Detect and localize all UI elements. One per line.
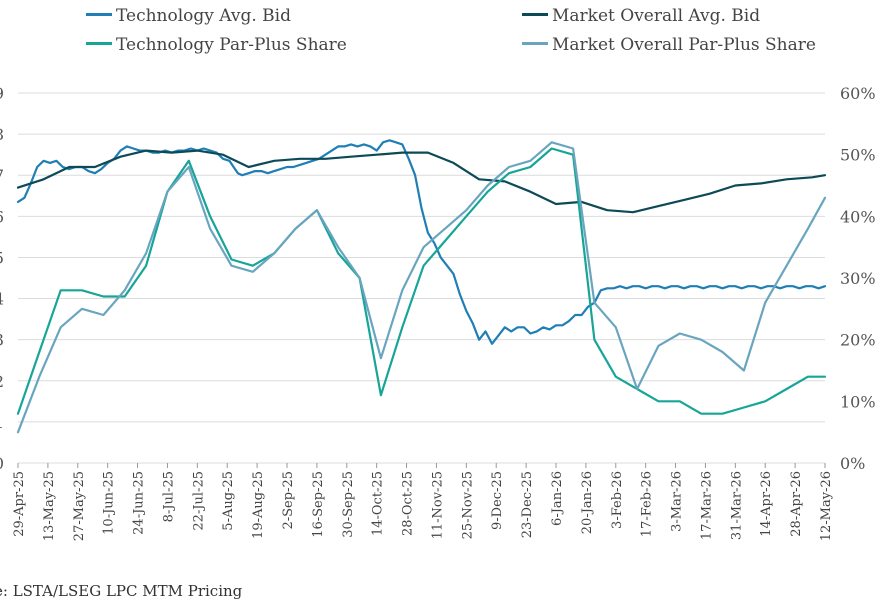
x-tick-label: 30-Sep-25 bbox=[341, 471, 356, 538]
left-tick-label: 4 bbox=[0, 290, 4, 309]
x-tick-label: 9-Dec-25 bbox=[490, 471, 505, 530]
x-tick-label: 5-Aug-25 bbox=[221, 471, 236, 531]
legend-swatch bbox=[86, 42, 112, 45]
x-tick-label: 8-Jul-25 bbox=[161, 471, 176, 522]
series-line-technology-par-plus-share bbox=[16, 147, 827, 415]
x-tick-label: 12-May-26 bbox=[819, 471, 834, 541]
left-tick-label: 2 bbox=[0, 372, 4, 391]
left-tick-label: 7 bbox=[0, 166, 4, 185]
left-axis: 0 1 2 3 4 5 6 7 8 9 bbox=[0, 84, 4, 473]
x-tick-label: 17-Feb-26 bbox=[640, 471, 655, 537]
right-tick-label: 0% bbox=[840, 454, 865, 473]
x-tick-label: 10-Jun-25 bbox=[102, 471, 117, 535]
left-tick-label: 6 bbox=[0, 207, 4, 226]
x-tick-label: 16-Sep-25 bbox=[311, 471, 326, 538]
x-tick-label: 31-Mar-26 bbox=[729, 471, 744, 540]
x-tick-label: 6-Jan-26 bbox=[550, 471, 565, 526]
x-tick-label: 3-Feb-26 bbox=[610, 471, 625, 529]
legend-item-technology-par-plus-share: Technology Par-Plus Share bbox=[86, 35, 347, 55]
left-tick-label: 1 bbox=[0, 413, 4, 432]
legend-swatch bbox=[522, 42, 548, 45]
x-tick-label: 17-Mar-26 bbox=[699, 471, 714, 540]
left-tick-label: 9 bbox=[0, 84, 4, 103]
x-axis: 29-Apr-25 13-May-25 27-May-25 10-Jun-25 24-J… bbox=[12, 463, 834, 541]
x-tick-label: 23-Dec-25 bbox=[520, 471, 535, 538]
x-tick-label: 25-Nov-25 bbox=[460, 471, 475, 539]
series-line-technology-avg-bid bbox=[16, 139, 827, 345]
right-tick-label: 50% bbox=[840, 146, 875, 165]
x-tick-label: 22-Jul-25 bbox=[191, 471, 206, 531]
x-tick-label: 3-Mar-26 bbox=[670, 471, 685, 532]
legend-label: Market Overall Par-Plus Share bbox=[552, 35, 816, 55]
legend-item-market-overall-avg-bid: Market Overall Avg. Bid bbox=[522, 6, 760, 26]
right-axis: 0% 10% 20% 30% 40% 50% 60% bbox=[840, 84, 875, 473]
legend-label: Technology Avg. Bid bbox=[116, 6, 291, 26]
x-tick-label: 27-May-25 bbox=[72, 471, 87, 541]
legend-label: Market Overall Avg. Bid bbox=[552, 6, 761, 26]
left-tick-label: 3 bbox=[0, 331, 4, 350]
x-tick-label: 20-Jan-26 bbox=[580, 471, 595, 534]
series-lines bbox=[16, 139, 827, 434]
legend-item-market-overall-par-plus-share: Market Overall Par-Plus Share bbox=[522, 35, 816, 55]
right-tick-label: 10% bbox=[840, 392, 875, 411]
x-tick-label: 14-Oct-25 bbox=[371, 471, 386, 536]
x-tick-label: 13-May-25 bbox=[42, 471, 57, 541]
legend-swatch bbox=[86, 13, 112, 16]
series-line-market-overall-avg-bid bbox=[16, 149, 827, 214]
right-tick-label: 60% bbox=[840, 84, 875, 103]
gridlines bbox=[18, 92, 825, 464]
x-tick-label: 19-Aug-25 bbox=[251, 471, 266, 539]
source-note: e: LSTA/LSEG LPC MTM Pricing bbox=[0, 582, 243, 600]
x-tick-label: 11-Nov-25 bbox=[430, 471, 445, 539]
right-tick-label: 30% bbox=[840, 269, 875, 288]
legend-item-technology-avg-bid: Technology Avg. Bid bbox=[86, 6, 291, 26]
x-tick-label: 28-Apr-26 bbox=[789, 471, 804, 537]
legend-swatch bbox=[522, 13, 548, 16]
right-tick-label: 40% bbox=[840, 207, 875, 226]
left-tick-label: 5 bbox=[0, 248, 4, 267]
left-tick-label: 0 bbox=[0, 454, 4, 473]
series-line-market-overall-par-plus-share bbox=[16, 141, 827, 434]
x-tick-label: 24-Jun-25 bbox=[132, 471, 147, 535]
x-tick-label: 28-Oct-25 bbox=[401, 471, 416, 536]
left-tick-label: 8 bbox=[0, 125, 4, 144]
x-tick-label: 2-Sep-25 bbox=[281, 471, 296, 530]
right-tick-label: 20% bbox=[840, 331, 875, 350]
x-tick-label: 29-Apr-25 bbox=[12, 471, 27, 537]
x-tick-label: 14-Apr-26 bbox=[759, 471, 774, 537]
legend-label: Technology Par-Plus Share bbox=[116, 35, 347, 55]
